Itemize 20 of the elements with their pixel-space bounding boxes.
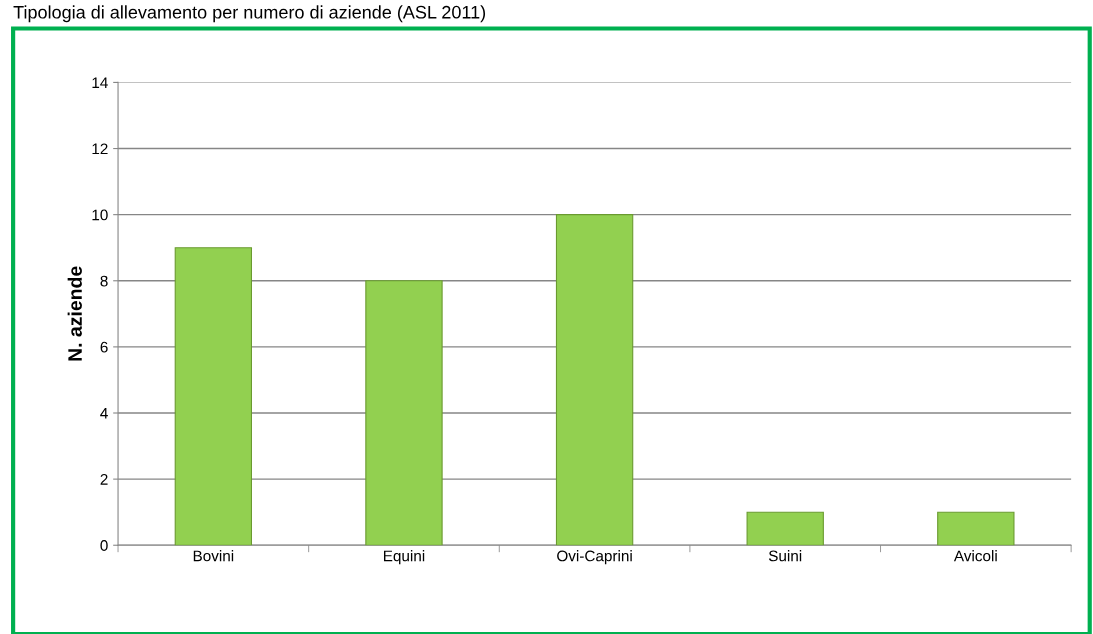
y-tick-label: 10	[92, 209, 108, 221]
x-tick-label: Bovini	[193, 550, 234, 562]
y-tick-label: 8	[100, 275, 108, 287]
x-tick-label: Ovi-Caprini	[557, 550, 632, 565]
y-tick-label: 12	[92, 143, 108, 155]
y-tick-label: 2	[100, 473, 108, 485]
bar	[174, 247, 253, 546]
bar	[555, 214, 634, 546]
y-axis-title: N. aziende	[67, 266, 82, 361]
x-tick-label: Equini	[383, 550, 425, 565]
bar	[746, 511, 824, 546]
bar	[365, 280, 443, 546]
y-tick-label: 6	[100, 341, 108, 353]
x-tick-label: Suini	[768, 550, 802, 562]
chart-title: Tipologia di allevamento per numero di aziende (ASL 2011)	[13, 5, 486, 23]
x-tick-label: Avicoli	[953, 550, 997, 562]
y-tick-label: 4	[100, 408, 108, 419]
bar	[937, 511, 1015, 546]
y-tick-label: 14	[92, 77, 108, 88]
y-tick-label: 0	[100, 540, 108, 551]
